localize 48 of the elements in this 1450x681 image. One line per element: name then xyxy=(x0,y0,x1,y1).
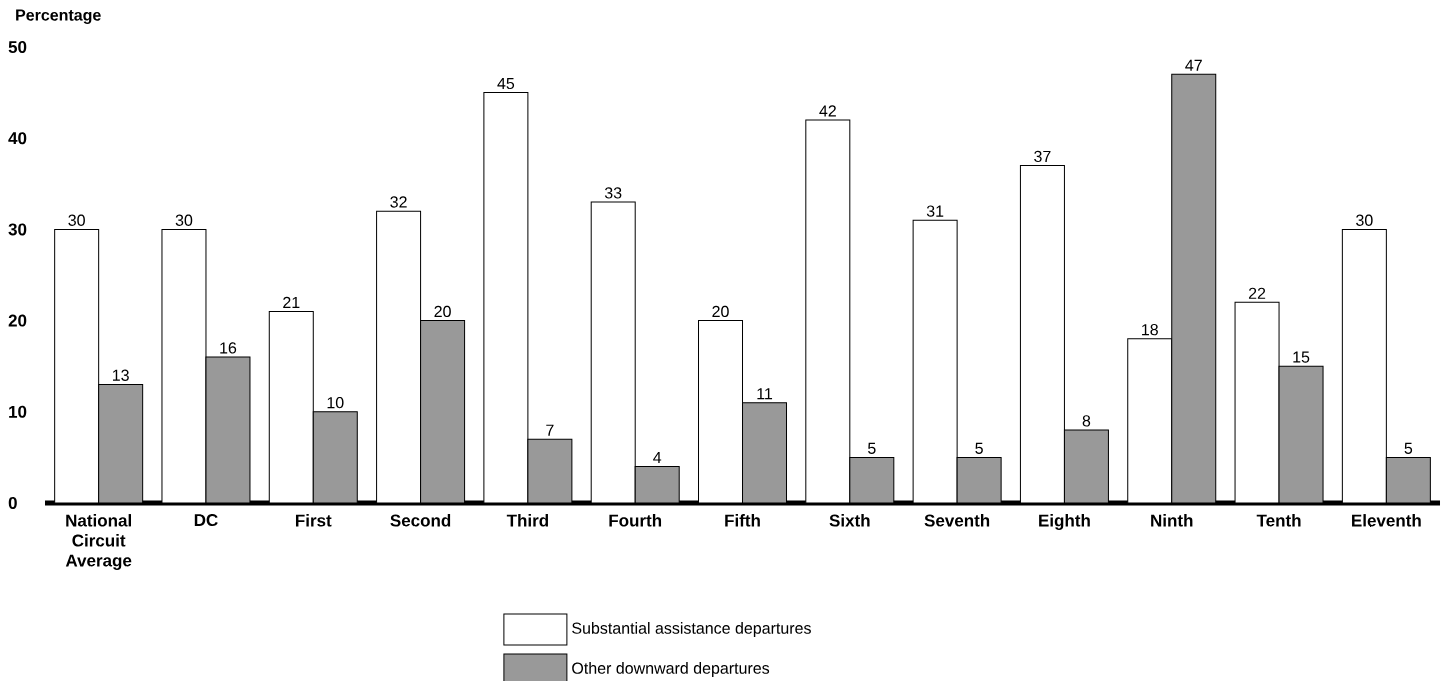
y-tick-label: 40 xyxy=(8,132,27,145)
data-label: 5 xyxy=(975,442,983,454)
data-label: 15 xyxy=(1293,351,1310,363)
data-label: 18 xyxy=(1142,324,1158,336)
legend-label: Substantial assistance departures xyxy=(572,622,811,638)
x-tick-label: Ninth xyxy=(1151,514,1193,527)
x-tick-label: Tenth xyxy=(1256,514,1301,527)
data-label: 20 xyxy=(712,305,729,318)
y-axis-title: Percentage xyxy=(16,9,101,24)
x-tick-label: National Circuit Average xyxy=(65,514,132,570)
data-label: 5 xyxy=(867,442,876,454)
x-tick-label: Eighth xyxy=(1039,514,1090,530)
data-label: 5 xyxy=(1404,442,1413,454)
data-label: 20 xyxy=(434,305,451,318)
data-label: 33 xyxy=(604,187,622,199)
x-tick-label: Second xyxy=(390,514,451,527)
data-label: 31 xyxy=(926,205,944,217)
data-label: 16 xyxy=(220,342,237,354)
data-label: 47 xyxy=(1185,59,1202,71)
legend-label: Other downward departures xyxy=(572,662,770,678)
data-label: 4 xyxy=(653,452,662,464)
x-tick-label: First xyxy=(295,514,332,527)
y-tick-label: 30 xyxy=(8,223,27,236)
x-tick-label: Fourth xyxy=(609,514,662,527)
data-label: 30 xyxy=(68,214,85,226)
data-label: 8 xyxy=(1082,415,1091,427)
data-label: 30 xyxy=(1356,214,1373,226)
data-label: 11 xyxy=(757,388,773,400)
data-label: 22 xyxy=(1248,287,1266,299)
x-tick-label: Third xyxy=(506,514,549,527)
data-label: 10 xyxy=(327,396,344,409)
data-label: 42 xyxy=(819,105,836,117)
y-tick-label: 0 xyxy=(8,497,17,510)
y-tick-label: 50 xyxy=(8,41,27,54)
x-tick-label: DC xyxy=(194,514,218,527)
data-label: 32 xyxy=(390,196,407,208)
y-tick-label: 10 xyxy=(9,405,27,418)
x-tick-label: Eleventh xyxy=(1352,514,1421,527)
y-tick-label: 20 xyxy=(8,314,27,327)
x-tick-label: Fifth xyxy=(725,514,760,527)
data-label: 45 xyxy=(497,77,515,90)
data-label: 21 xyxy=(283,296,300,308)
x-tick-label: Sixth xyxy=(829,514,870,527)
data-label: 30 xyxy=(175,214,193,226)
data-label: 7 xyxy=(546,424,554,436)
x-tick-label: Seventh xyxy=(924,514,990,527)
data-label: 13 xyxy=(112,369,129,381)
data-label: 37 xyxy=(1034,150,1051,163)
